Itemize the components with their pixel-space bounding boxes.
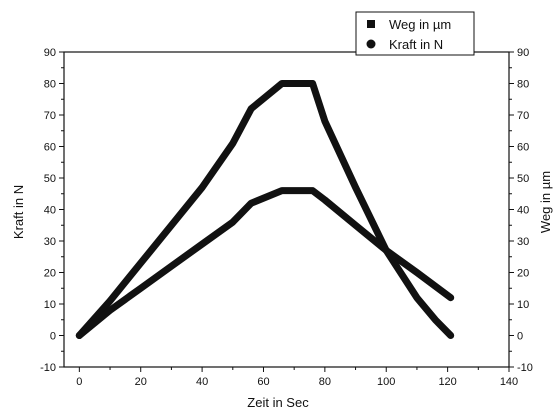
- y-axis-left: -10 0 10 20 30 40 50 60 70 80 90: [40, 47, 64, 374]
- y-right-tick-label: 20: [517, 268, 529, 280]
- x-axis-title: Zeit in Sec: [247, 395, 309, 410]
- x-axis: 0 20 40 60 80 100 120 140: [76, 367, 518, 388]
- y-left-tick-label: -10: [40, 362, 56, 374]
- series-kraft-line: [75, 187, 455, 339]
- y-right-tick-label: 70: [517, 110, 529, 122]
- legend: Weg in µm Kraft in N: [355, 11, 475, 56]
- y-left-tick-label: 90: [44, 47, 56, 59]
- y-left-tick-label: 80: [44, 79, 56, 91]
- x-tick-label: 140: [500, 376, 518, 388]
- y-left-tick-label: 50: [44, 173, 56, 185]
- y-left-tick-label: 40: [44, 205, 56, 217]
- y-right-tick-label: -10: [517, 362, 533, 374]
- y-right-tick-label: 10: [517, 299, 529, 311]
- legend-label-kraft: Kraft in N: [389, 37, 443, 52]
- y-left-tick-label: 70: [44, 110, 56, 122]
- x-tick-label: 80: [319, 376, 331, 388]
- series-layer: [75, 80, 455, 339]
- y-left-tick-label: 30: [44, 236, 56, 248]
- y-left-tick-label: 10: [44, 299, 56, 311]
- legend-box: [355, 11, 475, 56]
- legend-label-weg: Weg in µm: [389, 17, 451, 32]
- y-axis-left-title: Kraft in N: [11, 185, 26, 239]
- series-weg-line: [75, 80, 455, 339]
- y-right-tick-label: 30: [517, 236, 529, 248]
- y-left-tick-label: 0: [50, 331, 56, 343]
- y-axis-right-title: Weg in µm: [538, 171, 553, 233]
- x-tick-label: 40: [196, 376, 208, 388]
- x-tick-label: 100: [377, 376, 395, 388]
- x-tick-label: 20: [135, 376, 147, 388]
- y-axis-right: -10 0 10 20 30 40 50 60 70 80 90: [509, 47, 533, 374]
- x-tick-label: 0: [76, 376, 82, 388]
- y-right-tick-label: 90: [517, 47, 529, 59]
- plot-frame: [63, 51, 510, 368]
- y-right-tick-label: 50: [517, 173, 529, 185]
- x-tick-label: 120: [438, 376, 456, 388]
- x-tick-label: 60: [257, 376, 269, 388]
- y-right-tick-label: 60: [517, 142, 529, 154]
- y-right-tick-label: 40: [517, 205, 529, 217]
- y-right-tick-label: 0: [517, 331, 523, 343]
- y-left-tick-label: 60: [44, 142, 56, 154]
- legend-square-icon: [367, 20, 375, 28]
- legend-circle-icon: [366, 39, 376, 49]
- y-right-tick-label: 80: [517, 79, 529, 91]
- plot-border: [63, 51, 510, 368]
- y-left-tick-label: 20: [44, 268, 56, 280]
